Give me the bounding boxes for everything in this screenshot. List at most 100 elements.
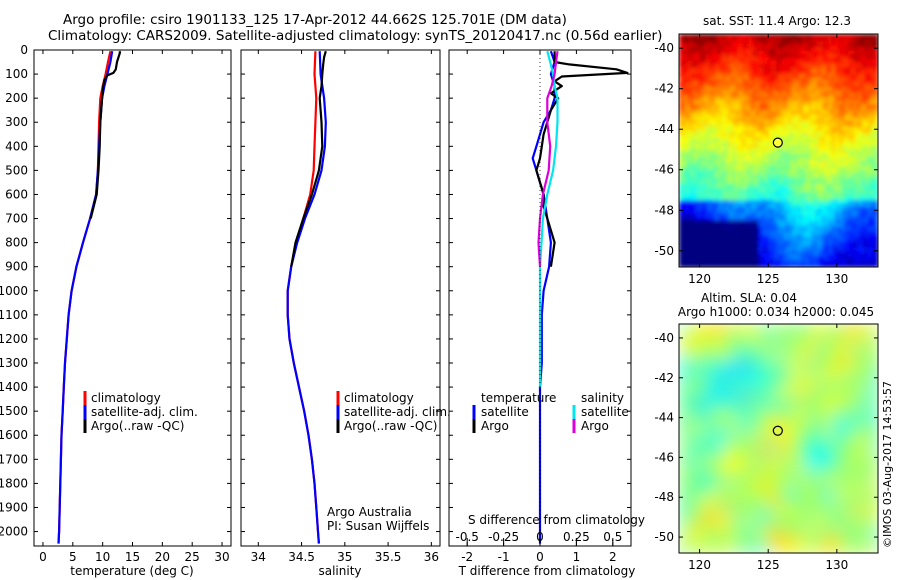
- map-cell: [785, 167, 790, 172]
- map-cell: [811, 170, 816, 175]
- map-cell: [811, 103, 816, 108]
- map-cell: [725, 60, 730, 65]
- map-cell: [771, 60, 776, 65]
- map-cell: [745, 57, 750, 62]
- map-cell: [702, 220, 707, 225]
- map-cell: [823, 467, 834, 478]
- map-cell: [781, 63, 786, 68]
- map-cell: [854, 173, 859, 178]
- map-cell: [712, 77, 717, 82]
- map-cell: [841, 93, 846, 98]
- map-cell: [831, 250, 836, 255]
- map-cell: [814, 93, 819, 98]
- map-cell: [742, 150, 746, 155]
- map-cell: [831, 53, 836, 58]
- map-cell: [728, 50, 733, 55]
- map-cell: [844, 263, 849, 267]
- map-cell: [811, 247, 816, 251]
- map-cell: [795, 70, 799, 75]
- map-cell: [805, 213, 809, 218]
- map-cell: [738, 40, 743, 45]
- map-cell: [698, 117, 703, 122]
- map-cell: [722, 183, 727, 188]
- map-cell: [685, 97, 690, 102]
- map-cell: [828, 213, 833, 218]
- map-cell: [805, 180, 809, 185]
- map-cell: [788, 103, 793, 108]
- map-cell: [778, 163, 783, 168]
- map-cell: [828, 34, 833, 38]
- map-cell: [732, 140, 736, 145]
- map-cell: [778, 130, 783, 135]
- map-cell: [818, 110, 823, 115]
- map-cell: [738, 180, 743, 185]
- map-cell: [692, 37, 697, 42]
- map-cell: [848, 220, 853, 225]
- map-cell: [712, 243, 717, 248]
- map-cell: [871, 180, 876, 185]
- map-cell: [768, 203, 773, 208]
- map-cell: [818, 210, 823, 215]
- map-cell: [718, 197, 723, 202]
- map-cell: [823, 371, 834, 382]
- map-cell: [781, 120, 786, 125]
- map-cell: [814, 127, 819, 132]
- map-cell: [748, 43, 753, 48]
- map-cell: [702, 243, 707, 248]
- map-cell: [698, 197, 703, 202]
- map-cell: [844, 120, 849, 125]
- map-cell: [874, 150, 878, 155]
- map-cell: [748, 140, 753, 145]
- map-cell: [695, 47, 700, 52]
- map-cell: [735, 220, 740, 225]
- map-cell: [821, 43, 826, 48]
- map-cell: [758, 200, 763, 205]
- map-cell: [785, 57, 790, 62]
- map-cell: [688, 187, 693, 192]
- map-cell: [808, 103, 813, 108]
- map-cell: [728, 177, 733, 182]
- map-cell: [725, 210, 730, 215]
- map-cell: [811, 67, 816, 72]
- map-cell: [834, 97, 839, 102]
- map-cell: [695, 87, 700, 92]
- map-cell: [695, 113, 700, 118]
- map-cell: [821, 137, 826, 142]
- map-cell: [814, 381, 825, 392]
- map-cell: [798, 57, 803, 62]
- map-cell: [868, 170, 872, 175]
- map-cell: [874, 240, 878, 245]
- map-cell: [781, 100, 786, 105]
- map-cell: [715, 83, 720, 88]
- map-cell: [755, 163, 760, 168]
- map-cell: [738, 237, 743, 241]
- map-cell: [728, 200, 733, 205]
- map-cell: [778, 467, 789, 478]
- map-cell: [718, 240, 723, 245]
- map-cell: [838, 207, 843, 212]
- map-cell: [695, 247, 700, 251]
- map-cell: [868, 260, 872, 265]
- map-cell: [864, 237, 869, 241]
- map-cell: [805, 97, 809, 102]
- map-cell: [775, 207, 780, 212]
- map-cell: [824, 137, 829, 142]
- map-cell: [692, 193, 697, 198]
- map-cell: [814, 213, 819, 218]
- map-cell: [785, 240, 790, 245]
- map-cell: [787, 419, 798, 430]
- map-cell: [698, 180, 703, 185]
- map-cell: [755, 53, 760, 58]
- map-cell: [728, 147, 733, 152]
- map-cell: [682, 83, 687, 88]
- salinity-xlabel: salinity: [318, 564, 361, 578]
- map-cell: [781, 117, 786, 122]
- map-cell: [755, 200, 760, 205]
- map-cell: [861, 110, 866, 115]
- map-cell: [742, 260, 746, 265]
- map-cell: [788, 67, 793, 72]
- map-cell: [874, 210, 878, 215]
- map-cell: [854, 93, 859, 98]
- map-cell: [695, 143, 700, 148]
- map-cell: [781, 110, 786, 115]
